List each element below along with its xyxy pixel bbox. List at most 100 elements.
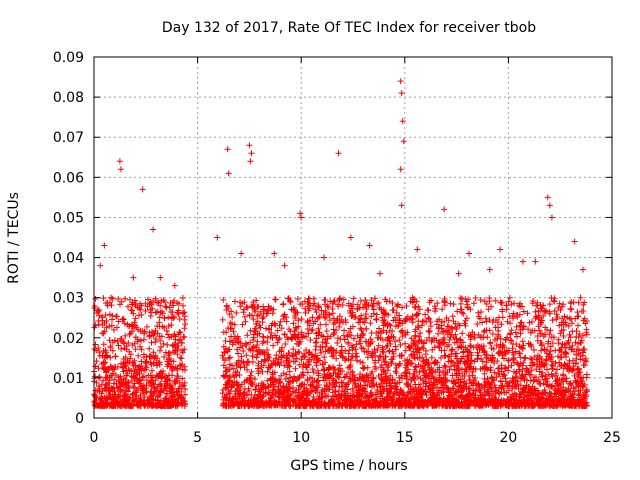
data-point bbox=[160, 297, 167, 304]
data-point bbox=[238, 250, 245, 257]
data-point bbox=[103, 324, 110, 331]
y-tick-label: 0.03 bbox=[53, 291, 84, 307]
data-point bbox=[121, 376, 128, 383]
data-point bbox=[474, 320, 481, 327]
data-point bbox=[235, 350, 242, 357]
data-point bbox=[164, 402, 171, 409]
data-point bbox=[222, 338, 229, 345]
data-point bbox=[309, 366, 316, 373]
data-point bbox=[157, 337, 164, 344]
data-point bbox=[171, 378, 178, 385]
data-point bbox=[91, 303, 98, 310]
data-point bbox=[152, 377, 159, 384]
data-point bbox=[175, 300, 182, 307]
data-point bbox=[164, 377, 171, 384]
data-point bbox=[253, 354, 260, 361]
data-point bbox=[148, 339, 155, 346]
data-point bbox=[101, 386, 108, 393]
data-point bbox=[163, 372, 170, 379]
data-point bbox=[150, 226, 157, 233]
data-point bbox=[398, 202, 405, 209]
data-point bbox=[176, 328, 183, 335]
data-point bbox=[148, 383, 155, 390]
data-point bbox=[96, 349, 103, 356]
data-point bbox=[109, 316, 116, 323]
data-point bbox=[175, 385, 182, 392]
data-point bbox=[130, 310, 137, 317]
data-point bbox=[153, 362, 160, 369]
data-point bbox=[315, 314, 322, 321]
data-point bbox=[115, 402, 122, 409]
data-point bbox=[156, 402, 163, 409]
data-point bbox=[572, 339, 579, 346]
data-point bbox=[422, 311, 429, 318]
data-point bbox=[130, 383, 137, 390]
data-point bbox=[282, 340, 289, 347]
data-point bbox=[549, 317, 556, 324]
data-point bbox=[162, 395, 169, 402]
data-point bbox=[344, 333, 351, 340]
data-point bbox=[578, 308, 585, 315]
data-point bbox=[264, 368, 271, 375]
data-point bbox=[96, 353, 103, 360]
data-point bbox=[104, 302, 111, 309]
data-point bbox=[145, 372, 152, 379]
data-point bbox=[376, 270, 383, 277]
data-point bbox=[113, 313, 120, 320]
data-point bbox=[124, 397, 131, 404]
y-tick-label: 0.08 bbox=[53, 90, 84, 106]
data-point bbox=[163, 390, 170, 397]
data-point bbox=[467, 343, 474, 350]
data-point bbox=[174, 342, 181, 349]
data-point bbox=[121, 393, 128, 400]
data-point bbox=[164, 341, 171, 348]
data-point bbox=[575, 365, 582, 372]
data-point bbox=[259, 319, 266, 326]
data-point bbox=[297, 210, 304, 217]
data-point bbox=[132, 315, 139, 322]
data-point bbox=[165, 314, 172, 321]
data-point bbox=[457, 300, 464, 307]
data-point bbox=[565, 323, 572, 330]
data-point bbox=[546, 202, 553, 209]
data-point bbox=[538, 347, 545, 354]
data-point bbox=[117, 337, 124, 344]
data-point bbox=[153, 336, 160, 343]
data-point bbox=[481, 370, 488, 377]
data-point bbox=[119, 397, 126, 404]
data-point bbox=[119, 396, 126, 403]
data-point bbox=[124, 358, 131, 365]
data-point bbox=[128, 328, 135, 335]
y-tick-label: 0.06 bbox=[53, 170, 84, 186]
data-point bbox=[161, 354, 168, 361]
data-point bbox=[165, 361, 172, 368]
data-point bbox=[132, 362, 139, 369]
data-point bbox=[102, 366, 109, 373]
data-point bbox=[249, 353, 256, 360]
data-point bbox=[107, 388, 114, 395]
data-point bbox=[128, 301, 135, 308]
data-point bbox=[148, 378, 155, 385]
data-point bbox=[140, 373, 147, 380]
data-point bbox=[350, 335, 357, 342]
data-point bbox=[119, 361, 126, 368]
data-point bbox=[484, 334, 491, 341]
data-point bbox=[510, 310, 517, 317]
data-point bbox=[118, 379, 125, 386]
data-point bbox=[146, 333, 153, 340]
data-point bbox=[165, 372, 172, 379]
x-tick-label: 10 bbox=[292, 430, 310, 446]
data-point bbox=[175, 310, 182, 317]
data-point bbox=[347, 234, 354, 241]
chart-title: Day 132 of 2017, Rate Of TEC Index for r… bbox=[162, 20, 536, 36]
data-point bbox=[547, 327, 554, 334]
data-point bbox=[152, 338, 159, 345]
data-point bbox=[581, 346, 588, 353]
data-point bbox=[233, 309, 240, 316]
data-point bbox=[135, 326, 142, 333]
data-point bbox=[96, 388, 103, 395]
data-point bbox=[180, 309, 187, 316]
data-point bbox=[141, 384, 148, 391]
data-point bbox=[125, 323, 132, 330]
data-point bbox=[544, 194, 551, 201]
